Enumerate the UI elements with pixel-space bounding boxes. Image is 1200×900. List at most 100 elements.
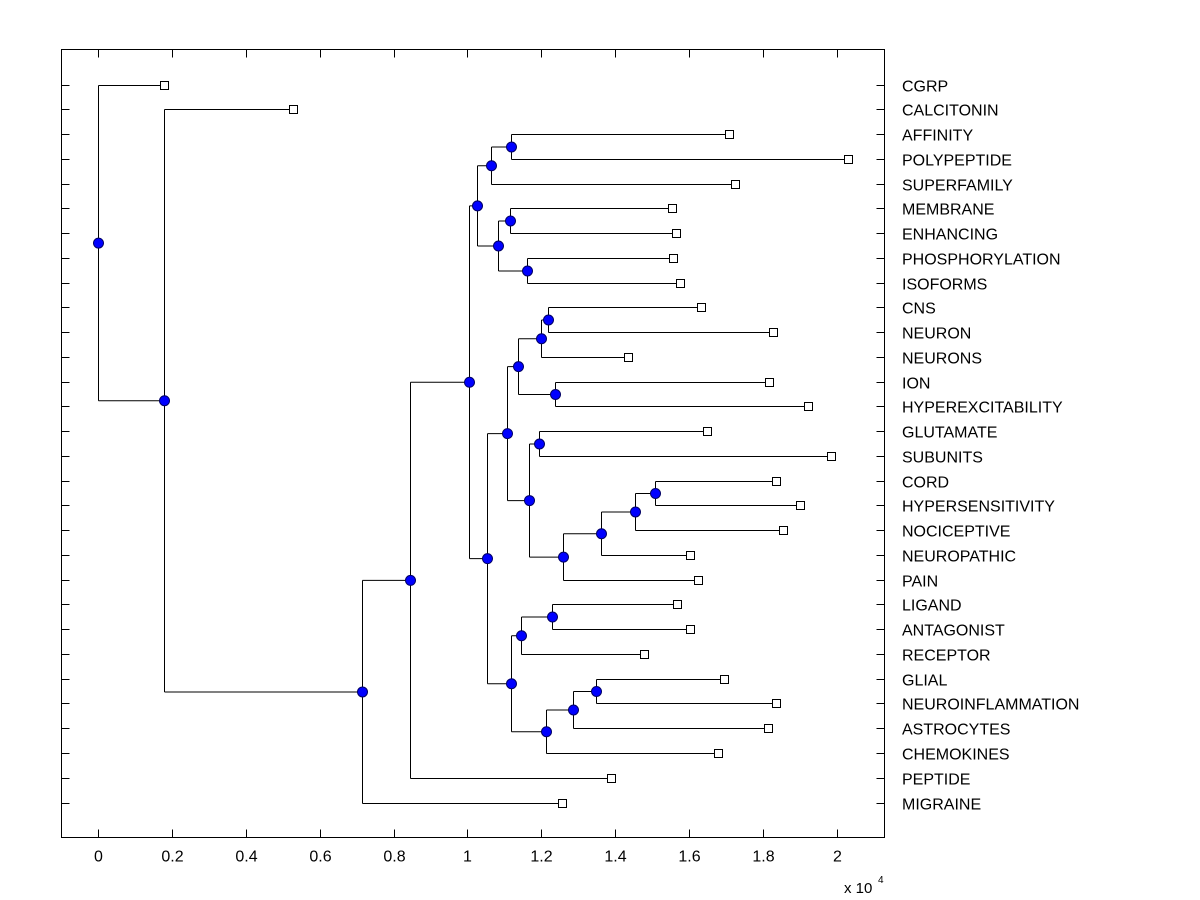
leaf-label-isoforms: ISOFORMS <box>902 277 987 294</box>
x-tick-label: 0.4 <box>235 849 257 866</box>
leaf-label-hypersensitivity: HYPERSENSITIVITY <box>902 499 1055 516</box>
leaf-label-cord: CORD <box>902 475 949 492</box>
leaf-label-neuropathic: NEUROPATHIC <box>902 549 1016 566</box>
internal-node-marker <box>357 686 368 698</box>
node-markers <box>93 141 661 738</box>
leaf-marker-pain <box>694 576 703 585</box>
x-multiplier-exponent: 4 <box>878 875 884 886</box>
leaf-label-hyperexcitability: HYPEREXCITABILITY <box>902 400 1063 417</box>
leaf-label-polypeptide: POLYPEPTIDE <box>902 153 1012 170</box>
leaf-marker-glial <box>720 675 729 684</box>
internal-node-marker <box>405 574 416 586</box>
leaf-label-cgrp: CGRP <box>902 79 948 96</box>
leaf-marker-polypeptide <box>844 155 853 164</box>
leaf-label-neuroinflammation: NEUROINFLAMMATION <box>902 697 1079 714</box>
leaf-marker-hyperexcitability <box>804 402 813 411</box>
leaf-marker-superfamily <box>731 180 740 189</box>
leaf-label-superfamily: SUPERFAMILY <box>902 178 1013 195</box>
leaf-marker-migraine <box>558 799 567 808</box>
x-tick-label: 1.4 <box>604 849 626 866</box>
internal-node-marker <box>550 389 561 400</box>
leaf-label-ion: ION <box>902 376 930 393</box>
leaf-marker-peptide <box>607 774 616 783</box>
leaf-marker-enhancing <box>672 229 681 238</box>
leaf-marker-receptor <box>640 650 649 659</box>
leaf-marker-astrocytes <box>764 724 773 733</box>
leaf-label-phosphorylation: PHOSPHORYLATION <box>902 252 1061 269</box>
internal-node-marker <box>534 438 545 450</box>
leaf-marker-membrane <box>668 204 677 213</box>
x-tick-label: 0.8 <box>383 849 405 866</box>
leaf-marker-ion <box>765 378 774 387</box>
internal-node-marker <box>505 215 516 227</box>
internal-node-marker <box>591 686 602 697</box>
leaf-label-chemokines: CHEMOKINES <box>902 747 1010 764</box>
internal-node-marker <box>516 630 527 642</box>
leaf-label-nociceptive: NOCICEPTIVE <box>902 524 1010 541</box>
leaf-marker-ligand <box>673 600 682 609</box>
x-tick-label: 1.8 <box>752 849 774 866</box>
leaf-label-calcitonin: CALCITONIN <box>902 103 999 120</box>
leaf-marker-neuropathic <box>686 551 695 560</box>
x-tick-label: 1.6 <box>678 849 700 866</box>
x-tick-label: 0 <box>94 849 103 866</box>
leaf-label-subunits: SUBUNITS <box>902 450 983 467</box>
leaf-label-cns: CNS <box>902 301 936 318</box>
x-tick-label: 0.2 <box>161 849 183 866</box>
x-multiplier-label: x 10 <box>844 880 872 897</box>
internal-node-marker <box>93 237 104 249</box>
leaf-label-affinity: AFFINITY <box>902 128 973 145</box>
leaf-marker-hypersensitivity <box>796 501 805 510</box>
leaf-label-peptide: PEPTIDE <box>902 772 970 789</box>
internal-node-marker <box>506 678 517 690</box>
leaf-label-migraine: MIGRAINE <box>902 797 981 814</box>
leaf-label-receptor: RECEPTOR <box>902 648 991 665</box>
internal-node-marker <box>482 553 493 565</box>
leaf-marker-phosphorylation <box>669 254 678 263</box>
x-tick-label: 1.2 <box>530 849 552 866</box>
leaf-label-ligand: LIGAND <box>902 598 962 615</box>
internal-node-marker <box>596 528 607 540</box>
leaf-marker-cgrp <box>160 81 169 90</box>
plot-background <box>61 49 885 838</box>
leaf-marker-neurons <box>624 353 633 362</box>
internal-node-marker <box>513 361 524 373</box>
leaf-marker-calcitonin <box>289 105 298 114</box>
internal-node-marker <box>547 611 558 623</box>
leaf-label-antagonist: ANTAGONIST <box>902 623 1005 640</box>
internal-node-marker <box>502 428 513 440</box>
internal-node-marker <box>568 704 579 716</box>
internal-node-marker <box>522 265 533 277</box>
leaf-marker-neuron <box>769 328 778 337</box>
x-axis: 0 0.2 0.4 0.6 0.8 1 1.2 1.4 1.6 1.8 2 <box>94 49 842 866</box>
leaf-marker-neuroinflammation <box>772 699 781 708</box>
internal-node-marker <box>486 160 497 172</box>
y-axis-ticks <box>61 85 885 804</box>
x-tick-label: 0.6 <box>309 849 331 866</box>
leaf-marker-affinity <box>725 130 734 139</box>
leaf-marker-cns <box>697 303 706 312</box>
internal-node-marker <box>650 488 661 499</box>
internal-node-marker <box>493 240 504 252</box>
x-tick-label: 2 <box>833 849 842 866</box>
leaf-label-glial: GLIAL <box>902 673 947 690</box>
internal-node-marker <box>536 333 547 345</box>
internal-node-marker <box>543 314 554 326</box>
leaf-label-neuron: NEURON <box>902 326 971 343</box>
leaf-marker-antagonist <box>686 625 695 634</box>
leaf-label-neurons: NEURONS <box>902 351 982 368</box>
x-tick-label: 1 <box>463 849 472 866</box>
internal-node-marker <box>506 141 517 153</box>
leaf-markers <box>160 81 853 808</box>
internal-node-marker <box>472 200 483 212</box>
internal-node-marker <box>558 551 569 563</box>
internal-node-marker <box>524 495 535 507</box>
leaf-marker-nociceptive <box>779 526 788 535</box>
leaf-label-glutamate: GLUTAMATE <box>902 425 997 442</box>
internal-node-marker <box>464 376 475 388</box>
leaf-marker-subunits <box>827 452 836 461</box>
leaf-label-astrocytes: ASTROCYTES <box>902 722 1010 739</box>
leaf-label-membrane: MEMBRANE <box>902 202 994 219</box>
internal-node-marker <box>159 395 170 407</box>
